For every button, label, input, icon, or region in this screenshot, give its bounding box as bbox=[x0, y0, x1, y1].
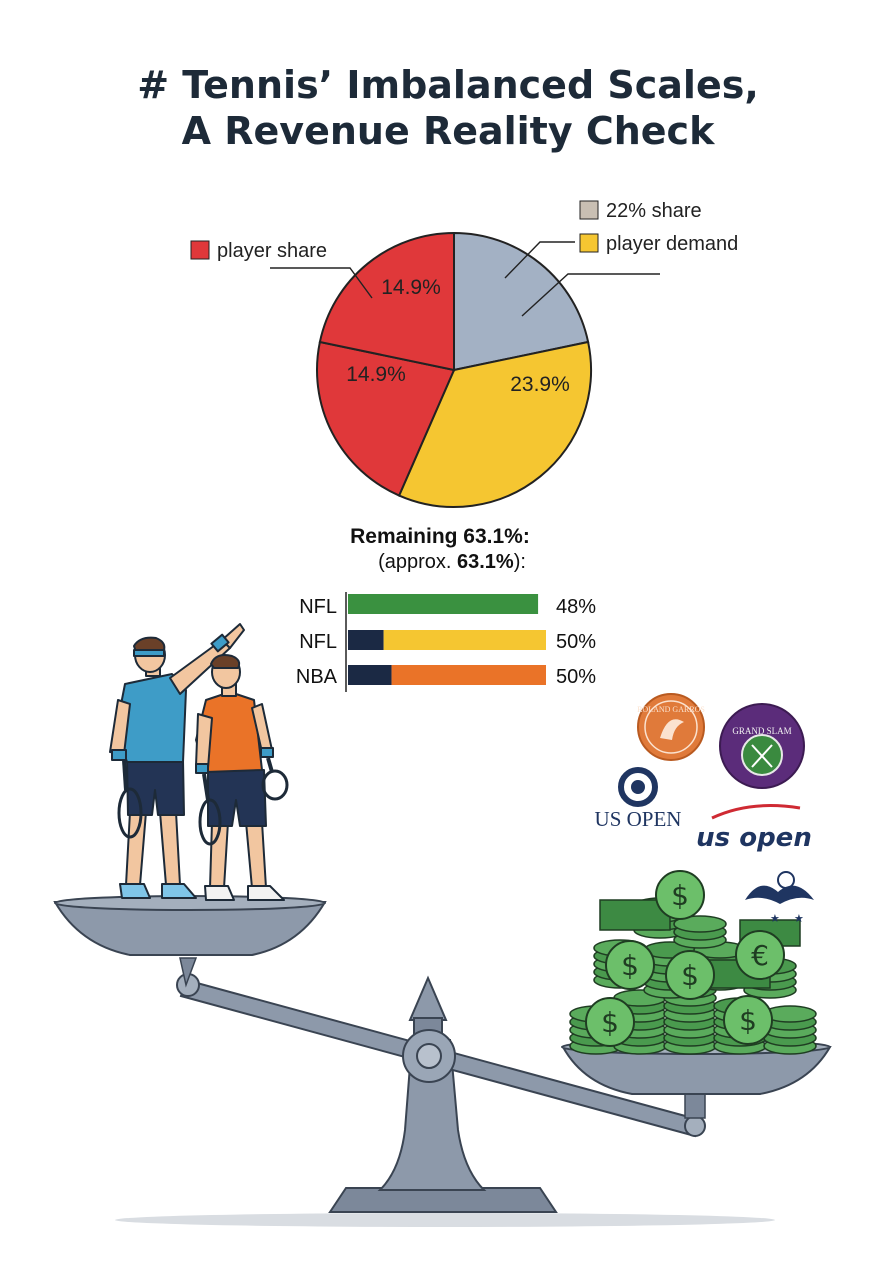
money-coin bbox=[605, 940, 655, 990]
pie-chart: 14.9% 14.9% 23.9% bbox=[270, 231, 660, 508]
currency-symbol: € bbox=[751, 939, 769, 972]
pie-legend: player share 22% share player demand bbox=[190, 200, 738, 262]
bar-segment bbox=[348, 665, 392, 685]
bar-category-label: NFL bbox=[299, 596, 337, 618]
currency-symbol: $ bbox=[671, 879, 689, 912]
money-coin bbox=[655, 870, 705, 920]
left-pan bbox=[53, 901, 327, 956]
bar-segment bbox=[348, 630, 384, 650]
star-icon: ★ bbox=[794, 912, 804, 925]
legend-swatch-player-demand bbox=[579, 233, 599, 253]
pie-slice-label: 23.9% bbox=[510, 373, 570, 396]
bar-segment bbox=[391, 665, 546, 685]
bar-segment bbox=[348, 594, 539, 614]
roland-garros-text: ROLAND GARROS bbox=[637, 705, 705, 714]
currency-symbol: $ bbox=[621, 949, 639, 982]
us-open-serif-text: US OPEN bbox=[595, 807, 682, 831]
coin bbox=[673, 915, 727, 933]
money-pile: $$$$$€ bbox=[569, 870, 817, 1055]
bar-value-label: 48% bbox=[556, 596, 596, 618]
right-pan bbox=[561, 1046, 832, 1095]
player-orange bbox=[195, 654, 289, 901]
left-pan-hanger bbox=[179, 957, 198, 988]
legend-label-22-share: 22% share bbox=[606, 200, 702, 222]
money-coin bbox=[665, 950, 715, 1000]
legend-label-player-share: player share bbox=[217, 240, 327, 262]
logo-roland-garros: ROLAND GARROS bbox=[637, 693, 705, 761]
bar-segment bbox=[383, 630, 546, 650]
pie-slice-label: 14.9% bbox=[346, 363, 406, 386]
bar-chart-title: Remaining 63.1%: bbox=[350, 525, 530, 548]
bar-chart: Remaining 63.1%: (approx. 63.1%): NFL NF… bbox=[296, 525, 596, 692]
legend-swatch-player-share bbox=[190, 240, 210, 260]
pie-slice-label: 14.9% bbox=[381, 276, 441, 299]
money-coin bbox=[735, 930, 785, 980]
currency-symbol: $ bbox=[681, 959, 699, 992]
logo-us-open-script: us open bbox=[696, 804, 812, 853]
bar-category-label: NFL bbox=[299, 631, 337, 653]
scale-pivot-hub bbox=[416, 1043, 442, 1069]
money-coin bbox=[585, 997, 635, 1047]
leader-line-22-share bbox=[504, 241, 575, 279]
money-coin bbox=[723, 995, 773, 1045]
legend-label-player-demand: player demand bbox=[606, 233, 738, 255]
pie-slice bbox=[453, 231, 590, 372]
bars bbox=[348, 594, 546, 685]
currency-symbol: $ bbox=[739, 1004, 757, 1037]
bar-category-label: NBA bbox=[296, 666, 338, 688]
ground-shadow bbox=[115, 1213, 775, 1227]
star-icon: ★ bbox=[770, 912, 780, 925]
scale-finial bbox=[408, 975, 448, 1021]
pie-slice bbox=[397, 340, 592, 508]
pie-slices bbox=[316, 231, 592, 508]
legend-swatch-22-share bbox=[579, 200, 599, 220]
bar-value-label: 50% bbox=[556, 666, 596, 688]
pie-slice bbox=[316, 340, 456, 497]
scale-base bbox=[328, 1187, 558, 1213]
leader-line-player-demand bbox=[521, 273, 660, 317]
logo-wimbledon: GRAND SLAM bbox=[719, 703, 805, 789]
logo-australian-open: ★ ★ bbox=[745, 871, 814, 925]
beam-end-right bbox=[684, 1115, 706, 1137]
bar-chart-subtitle: (approx. 63.1%): bbox=[378, 551, 526, 573]
title-line-2: A Revenue Reality Check bbox=[181, 109, 715, 153]
title-line-1: # Tennis’ Imbalanced Scales, bbox=[137, 63, 759, 107]
leader-line-player-share bbox=[270, 267, 373, 299]
currency-symbol: $ bbox=[601, 1006, 619, 1039]
pie-slice bbox=[318, 231, 455, 372]
us-open-script-text: us open bbox=[696, 823, 812, 853]
bar-value-label: 50% bbox=[556, 631, 596, 653]
wimbledon-text: GRAND SLAM bbox=[732, 726, 791, 736]
page-title: # Tennis’ Imbalanced Scales, A Revenue R… bbox=[0, 62, 896, 154]
player-blue bbox=[109, 623, 245, 899]
logo-us-open-serif: US OPEN bbox=[595, 767, 682, 831]
